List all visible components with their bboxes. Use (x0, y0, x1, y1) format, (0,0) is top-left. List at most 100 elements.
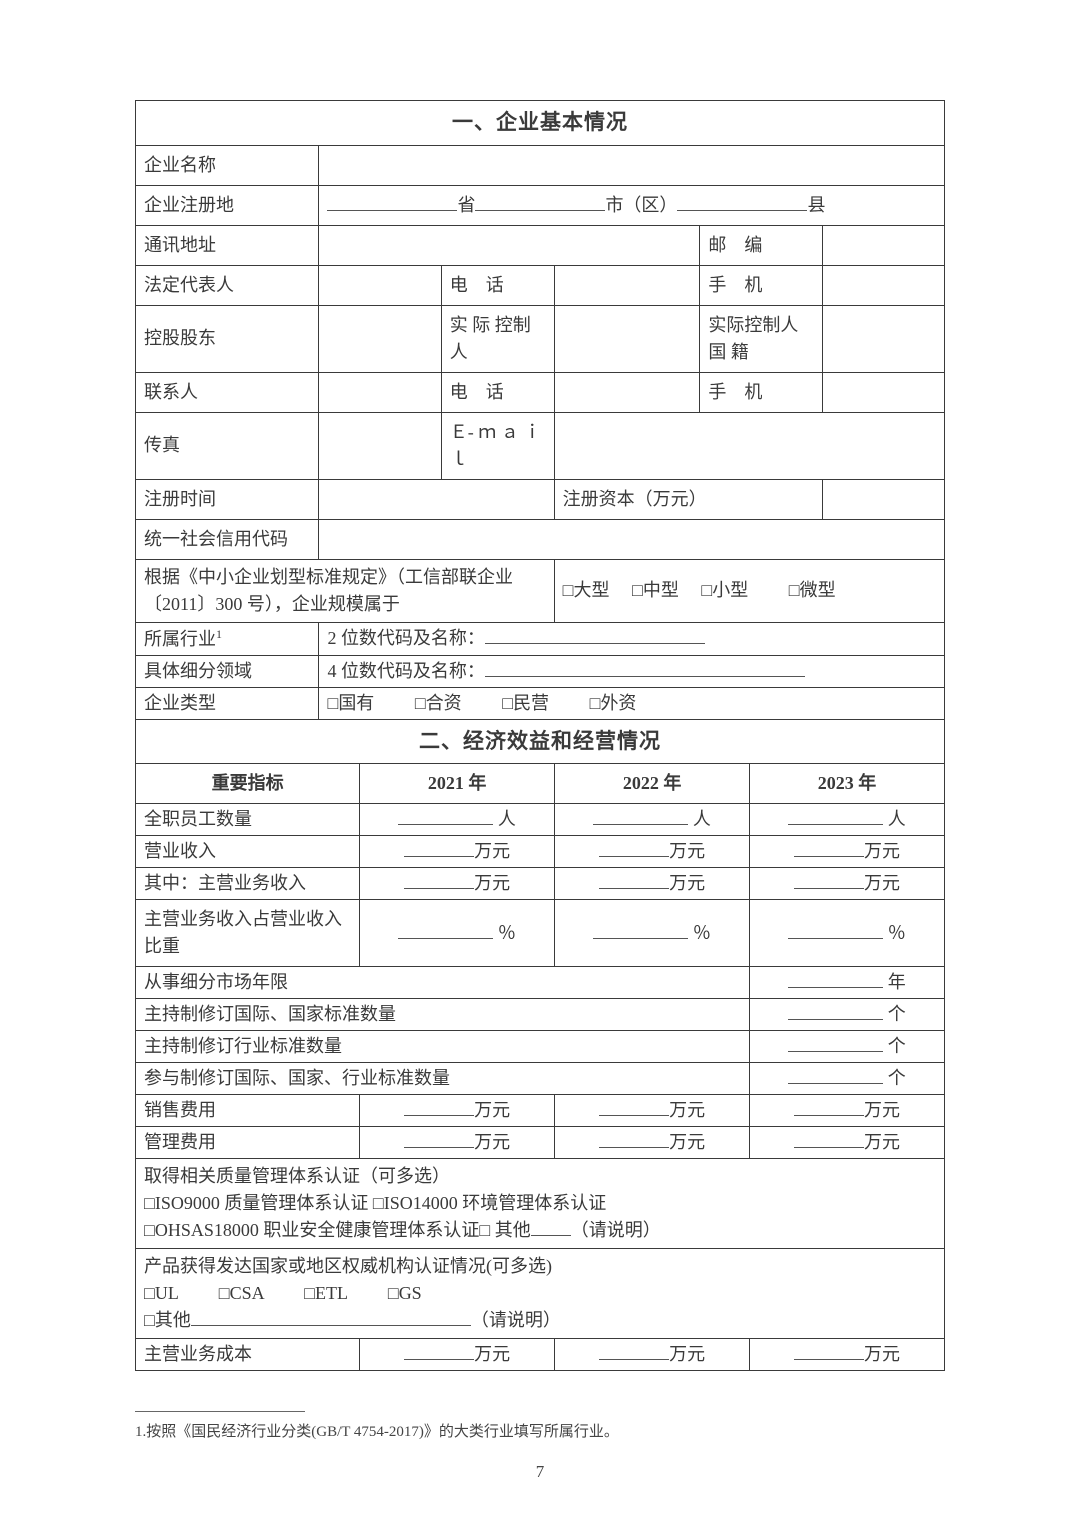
mrev-2023[interactable]: 万元 (750, 868, 945, 900)
header-2021: 2021 年 (360, 764, 555, 804)
value-phone[interactable] (554, 265, 700, 305)
type-state: 国有 (338, 693, 374, 713)
value-company-name[interactable] (319, 145, 945, 185)
mgmt-2021[interactable]: 万元 (360, 1127, 555, 1159)
cert-gs: GS (399, 1283, 422, 1303)
label-post-addr: 通讯地址 (136, 225, 319, 265)
subdivide-prefix: 4 位数代码及名称： (327, 661, 485, 681)
quality-cert-row[interactable]: 取得相关质量管理体系认证（可多选） □ISO9000 质量管理体系认证 □ISO… (136, 1159, 945, 1249)
value-contact-mobile[interactable] (822, 372, 944, 412)
value-years-market[interactable]: 年 (750, 967, 945, 999)
label-main-ratio: 主营业务收入占营业收入比重 (136, 900, 360, 967)
value-reg-date[interactable] (319, 479, 554, 519)
rev-2023[interactable]: 万元 (750, 836, 945, 868)
mgmt-2022[interactable]: 万元 (555, 1127, 750, 1159)
wy-11: 万元 (669, 1132, 705, 1152)
rev-2022[interactable]: 万元 (555, 836, 750, 868)
cost-2022[interactable]: 万元 (555, 1339, 750, 1371)
cert-etl: ETL (315, 1283, 347, 1303)
wy-14: 万元 (669, 1344, 705, 1364)
mrev-2021[interactable]: 万元 (360, 868, 555, 900)
label-phone: 电 话 (441, 265, 554, 305)
label-mgmt-expense: 管理费用 (136, 1127, 360, 1159)
section2-title: 二、经济效益和经营情况 (136, 720, 945, 764)
header-2022: 2022 年 (555, 764, 750, 804)
industry-sup: 1 (216, 627, 222, 641)
value-controller-nat[interactable] (822, 305, 944, 372)
pct-2: ％ (693, 923, 711, 943)
value-intl-nat-std[interactable]: 个 (750, 999, 945, 1031)
pct-1: ％ (498, 923, 516, 943)
emp-2023[interactable]: 人 (750, 804, 945, 836)
scale-large: 大型 (573, 580, 609, 600)
value-postcode[interactable] (822, 225, 944, 265)
cnt-2: 个 (888, 1036, 906, 1056)
label-emp-count: 全职员工数量 (136, 804, 360, 836)
value-uscc[interactable] (319, 519, 945, 559)
wy-3: 万元 (864, 841, 900, 861)
value-enterprise-type[interactable]: □国有 □合资 □民营 □外资 (319, 687, 945, 719)
value-industry-std[interactable]: 个 (750, 1031, 945, 1063)
wy-7: 万元 (474, 1100, 510, 1120)
label-participate-std: 参与制修订国际、国家、行业标准数量 (136, 1063, 750, 1095)
cost-2021[interactable]: 万元 (360, 1339, 555, 1371)
value-contact[interactable] (319, 372, 441, 412)
emp-2021[interactable]: 人 (360, 804, 555, 836)
scale-micro: 微型 (800, 580, 836, 600)
value-actual-controller[interactable] (554, 305, 700, 372)
ratio-2021[interactable]: ％ (360, 900, 555, 967)
specify-2: （请说明） (471, 1310, 561, 1330)
footnote-divider (135, 1411, 305, 1412)
value-enterprise-scale[interactable]: □大型 □中型 □小型 □微型 (554, 559, 944, 622)
wy-6: 万元 (864, 873, 900, 893)
label-sales-expense: 销售费用 (136, 1095, 360, 1127)
value-mobile[interactable] (822, 265, 944, 305)
label-uscc: 统一社会信用代码 (136, 519, 319, 559)
mrev-2022[interactable]: 万元 (555, 868, 750, 900)
pct-3: ％ (888, 923, 906, 943)
value-fax[interactable] (319, 412, 441, 479)
value-shareholder[interactable] (319, 305, 441, 372)
page-number: 7 (0, 1462, 1080, 1482)
label-enterprise-scale: 根据《中小企业划型标准规定》（工信部联企业〔2011〕300 号），企业规模属于 (136, 559, 555, 622)
value-contact-phone[interactable] (554, 372, 700, 412)
value-reg-capital[interactable] (822, 479, 944, 519)
label-reg-addr: 企业注册地 (136, 185, 319, 225)
label-industry: 所属行业1 (136, 622, 319, 655)
label-intl-nat-std: 主持制修订国际、国家标准数量 (136, 999, 750, 1031)
cert-other: 其他 (490, 1220, 531, 1240)
emp-unit-2: 人 (693, 809, 711, 829)
rev-2021[interactable]: 万元 (360, 836, 555, 868)
industry-text: 所属行业 (144, 629, 216, 649)
value-email[interactable] (554, 412, 944, 479)
cost-2023[interactable]: 万元 (750, 1339, 945, 1371)
ratio-2022[interactable]: ％ (555, 900, 750, 967)
wy-8: 万元 (669, 1100, 705, 1120)
sales-2022[interactable]: 万元 (555, 1095, 750, 1127)
sales-2023[interactable]: 万元 (750, 1095, 945, 1127)
scale-medium: 中型 (643, 580, 679, 600)
type-private: 民营 (513, 693, 549, 713)
emp-2022[interactable]: 人 (555, 804, 750, 836)
value-legal-rep[interactable] (319, 265, 441, 305)
ratio-2023[interactable]: ％ (750, 900, 945, 967)
product-cert-row[interactable]: 产品获得发达国家或地区权威机构认证情况(可多选) □UL □CSA □ETL □… (136, 1249, 945, 1339)
footnote: 1.按照《国民经济行业分类(GB/T 4754-2017)》的大类行业填写所属行… (135, 1420, 945, 1441)
wy-1: 万元 (474, 841, 510, 861)
wy-15: 万元 (864, 1344, 900, 1364)
type-joint: 合资 (426, 693, 462, 713)
mgmt-2023[interactable]: 万元 (750, 1127, 945, 1159)
label-contact-mobile: 手 机 (700, 372, 822, 412)
value-subdivide[interactable]: 4 位数代码及名称： (319, 655, 945, 687)
section1-table: 一、企业基本情况 企业名称 企业注册地 省市（区）县 通讯地址 邮 编 法定代表… (135, 100, 945, 720)
wy-5: 万元 (669, 873, 705, 893)
emp-unit-3: 人 (888, 809, 906, 829)
cert-iso9000: ISO9000 质量管理体系认证 (155, 1193, 369, 1213)
value-industry[interactable]: 2 位数代码及名称： (319, 622, 945, 655)
value-participate-std[interactable]: 个 (750, 1063, 945, 1095)
value-reg-addr[interactable]: 省市（区）县 (319, 185, 945, 225)
sales-2021[interactable]: 万元 (360, 1095, 555, 1127)
label-fax: 传真 (136, 412, 319, 479)
label-revenue: 营业收入 (136, 836, 360, 868)
value-post-addr[interactable] (319, 225, 700, 265)
